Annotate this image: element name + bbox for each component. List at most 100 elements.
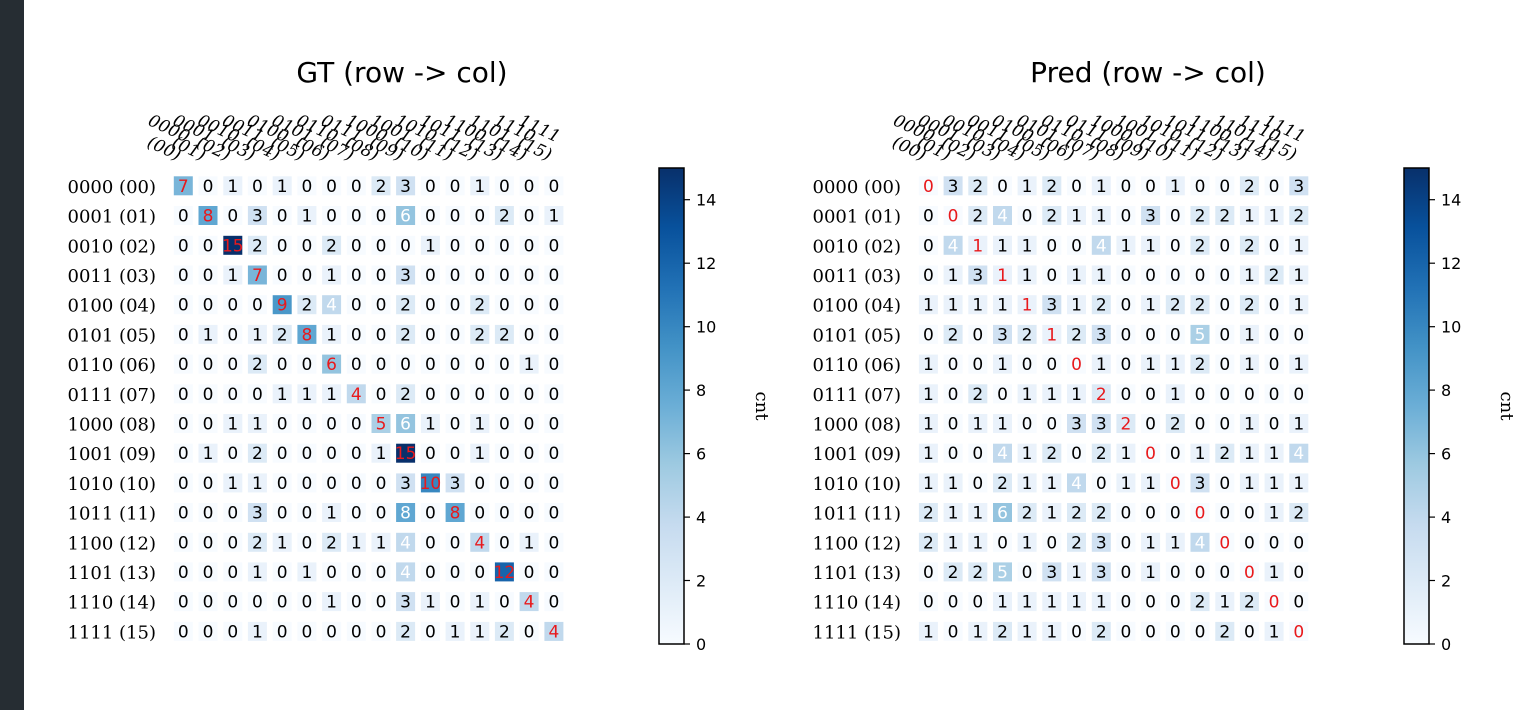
cell-value-label: 0 [227,444,238,464]
cell-value-label: 2 [1022,504,1033,524]
cell-value-label: 0 [178,444,189,464]
cell-value-label: 1 [923,385,934,405]
heatmap-cell [371,235,391,255]
cell-value-label: 1 [1244,474,1255,494]
cell-value-label: 0 [524,296,535,316]
cell-value-label: 0 [1219,474,1230,494]
cell-value-label: 0 [1244,504,1255,524]
row-label: 0011 (03) [813,266,901,287]
row-label: 1010 (10) [813,474,901,495]
cell-value-label: 0 [524,504,535,524]
heatmap-cell [445,592,465,612]
heatmap-cell [993,354,1012,374]
heatmap-cell [223,473,243,493]
cell-value-label: 2 [499,622,510,642]
cell-value-label: 2 [1071,533,1082,553]
cell-value-label: 4 [351,385,362,405]
heatmap-cell [198,324,218,344]
heatmap-cell [223,265,243,285]
heatmap-cell [1116,295,1136,315]
cell-value-label: 1 [1293,355,1304,375]
cell-value-label: 2 [972,563,983,583]
heatmap-cell [1091,592,1111,612]
heatmap-cell [1091,324,1111,344]
heatmap-cell [1017,562,1037,582]
cell-value-label: 1 [252,474,263,494]
row-label: 0001 (01) [813,207,901,228]
cell-value-label: 0 [948,622,959,642]
cell-value-label: 4 [1293,444,1304,464]
heatmap-cell [1067,473,1086,493]
heatmap-cell [371,473,391,493]
heatmap-cell [1215,235,1235,255]
heatmap-cell [272,206,292,225]
cell-value-label: 2 [1195,236,1206,256]
heatmap-cell [1067,324,1086,344]
heatmap-cell [322,176,342,196]
colorbar-tick-label: 12 [1441,254,1461,273]
cell-value-label: 0 [326,177,337,197]
heatmap-cell [346,503,366,522]
heatmap-cell [198,503,218,522]
row-label: 0000 (00) [813,177,901,198]
heatmap-cell [1215,414,1235,433]
cell-value-label: 0 [178,385,189,405]
heatmap-cell [1239,206,1259,225]
cell-value-label: 0 [450,444,461,464]
heatmap-cell [494,532,514,552]
cell-value-label: 2 [1195,593,1206,613]
heatmap-cell [445,176,465,196]
heatmap-cell [371,532,391,552]
heatmap-cell [470,324,490,344]
cell-value-label: 2 [1022,325,1033,345]
heatmap-cell [943,503,963,522]
heatmap-cell [993,324,1012,344]
cell-value-label: 0 [425,207,436,227]
heatmap-cell [198,592,218,612]
heatmap-cell [445,354,465,374]
heatmap-cell [247,324,267,344]
heatmap-cell [1141,295,1161,315]
cell-value-label: 0 [524,325,535,345]
cell-value-label: 1 [972,236,983,256]
cell-value-label: 0 [972,593,983,613]
cell-value-label: 0 [1071,622,1082,642]
heatmap-cell [1289,414,1309,433]
cell-value-label: 0 [277,504,288,524]
heatmap-cell [247,592,267,612]
cell-value-label: 1 [1046,593,1057,613]
heatmap-cell [470,235,490,255]
heatmap-cell [1289,503,1309,522]
cell-value-label: 1 [474,415,485,435]
heatmap-cell [1289,592,1309,612]
heatmap-cell [198,206,218,225]
cell-value-label: 1 [1269,444,1280,464]
heatmap-cell [371,503,391,522]
cell-value-label: 1 [1269,563,1280,583]
heatmap-cell [198,621,218,641]
cell-value-label: 1 [997,236,1008,256]
heatmap-cell [943,384,963,404]
cell-value-label: 0 [227,325,238,345]
cell-value-label: 0 [1145,325,1156,345]
heatmap-cell [1116,621,1136,641]
cell-value-label: 0 [1071,355,1082,375]
cell-value-label: 1 [277,385,288,405]
cell-value-label: 2 [972,207,983,227]
heatmap-cell [223,324,243,344]
colorbar-gradient [658,167,685,645]
cell-value-label: 0 [548,296,559,316]
heatmap-cell [396,176,416,196]
heatmap-cell [247,206,267,225]
heatmap-cell [1042,503,1062,522]
cell-value-label: 0 [474,385,485,405]
heatmap-cell [943,235,963,255]
cell-value-label: 0 [972,355,983,375]
heatmap-cell [371,206,391,225]
cell-value-label: 1 [1170,385,1181,405]
cell-value-label: 1 [376,444,387,464]
pred-chart-title: Pred (row -> col) [1030,56,1266,89]
heatmap-cell [1190,532,1210,552]
heatmap-cell [1264,621,1284,641]
colorbar-tick-label: 10 [696,318,716,337]
